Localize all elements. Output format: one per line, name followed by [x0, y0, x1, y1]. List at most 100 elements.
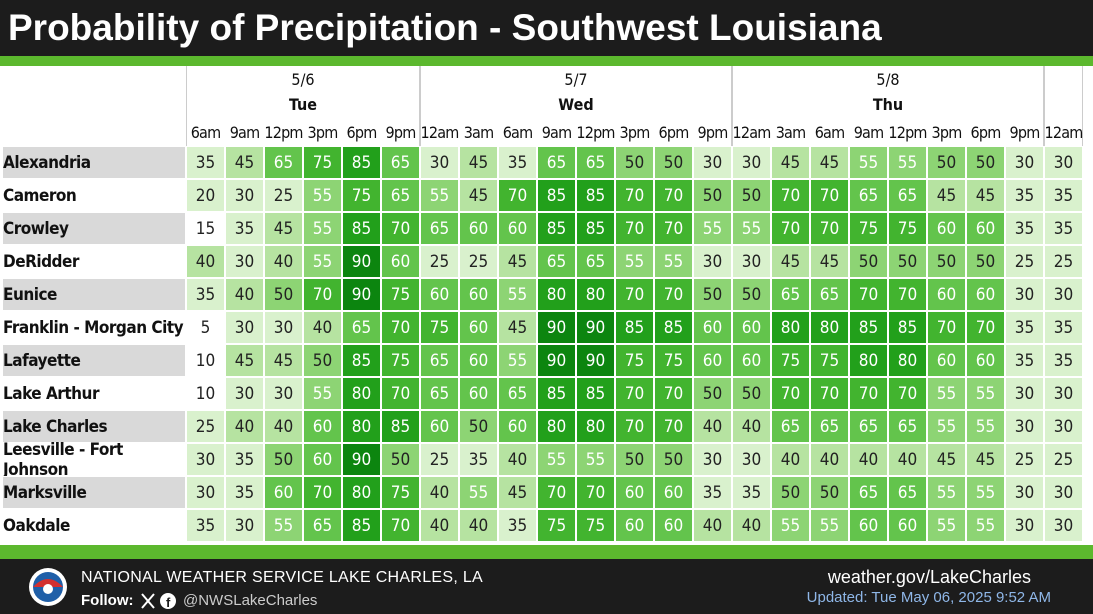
time: 3pm [619, 122, 651, 142]
pop-cell: 25 [420, 443, 459, 476]
pop-cell: 55 [537, 443, 576, 476]
pop-cell: 35 [693, 476, 732, 509]
svg-text:f: f [166, 595, 171, 610]
pop-cell: 85 [888, 311, 927, 344]
pop-cell: 85 [537, 179, 576, 212]
pop-cell: 70 [615, 377, 654, 410]
pop-cell: 25 [1005, 245, 1044, 278]
pop-cell: 70 [615, 212, 654, 245]
pop-cell: 90 [537, 344, 576, 377]
pop-cell: 65 [888, 179, 927, 212]
pop-cell: 80 [342, 476, 381, 509]
pop-cell: 70 [381, 212, 420, 245]
pop-cell: 70 [966, 311, 1005, 344]
pop-cell: 90 [342, 443, 381, 476]
pop-cell: 40 [849, 443, 888, 476]
pop-cell: 25 [1044, 245, 1083, 278]
pop-cell: 85 [342, 344, 381, 377]
pop-cell: 65 [888, 410, 927, 443]
pop-cell: 35 [225, 443, 264, 476]
pop-cell: 45 [771, 146, 810, 179]
pop-cell: 30 [420, 146, 459, 179]
pop-cell: 70 [615, 410, 654, 443]
pop-cell: 70 [303, 278, 342, 311]
weekday: Thu [872, 94, 904, 114]
updated: Updated: Tue May 06, 2025 9:52 AM [806, 589, 1051, 606]
pop-cell: 65 [849, 179, 888, 212]
pop-cell: 30 [1044, 410, 1083, 443]
pop-cell: 30 [1005, 377, 1044, 410]
pop-cell: 55 [732, 212, 771, 245]
pop-cell: 40 [186, 245, 225, 278]
pop-cell: 60 [927, 278, 966, 311]
pop-cell: 70 [654, 179, 693, 212]
pop-cell: 50 [927, 245, 966, 278]
pop-cell: 35 [186, 146, 225, 179]
pop-cell: 45 [498, 476, 537, 509]
website[interactable]: weather.gov/LakeCharles [827, 567, 1031, 587]
date: 5/6 [291, 69, 315, 89]
time: 9am [541, 122, 572, 142]
pop-cell: 50 [615, 443, 654, 476]
pop-cell: 40 [420, 509, 459, 542]
pop-cell: 80 [576, 410, 615, 443]
pop-cell: 55 [966, 476, 1005, 509]
pop-cell: 10 [186, 377, 225, 410]
pop-cell: 70 [537, 476, 576, 509]
pop-cell: 55 [810, 509, 849, 542]
pop-cell: 30 [225, 311, 264, 344]
pop-cell: 45 [498, 245, 537, 278]
pop-cell: 70 [849, 377, 888, 410]
pop-cell: 70 [381, 509, 420, 542]
pop-cell: 50 [966, 146, 1005, 179]
pop-cell: 30 [1044, 278, 1083, 311]
pop-cell: 30 [1044, 476, 1083, 509]
pop-cell: 65 [342, 311, 381, 344]
pop-cell: 35 [1044, 344, 1083, 377]
time: 3pm [931, 122, 963, 142]
pop-cell: 90 [576, 311, 615, 344]
handle[interactable]: @NWSLakeCharles [183, 592, 318, 609]
pop-cell: 50 [927, 146, 966, 179]
office-name: NATIONAL WEATHER SERVICE LAKE CHARLES, L… [81, 569, 484, 586]
pop-cell: 5 [186, 311, 225, 344]
title: Probability of Precipitation - Southwest… [8, 7, 882, 48]
pop-cell: 45 [225, 146, 264, 179]
pop-cell: 85 [381, 410, 420, 443]
pop-cell: 55 [927, 476, 966, 509]
pop-cell: 75 [888, 212, 927, 245]
pop-cell: 90 [537, 311, 576, 344]
pop-cell: 75 [381, 476, 420, 509]
pop-cell: 30 [186, 476, 225, 509]
pop-cell: 60 [732, 311, 771, 344]
pop-cell: 65 [420, 377, 459, 410]
pop-cell: 55 [303, 179, 342, 212]
pop-cell: 55 [927, 377, 966, 410]
pop-cell: 65 [498, 377, 537, 410]
time: 9am [853, 122, 884, 142]
pop-cell: 65 [771, 278, 810, 311]
pop-cell: 50 [810, 476, 849, 509]
pop-cell: 30 [693, 146, 732, 179]
pop-cell: 35 [1044, 179, 1083, 212]
pop-cell: 60 [849, 509, 888, 542]
time: 3pm [307, 122, 339, 142]
pop-cell: 70 [615, 278, 654, 311]
pop-cell: 60 [615, 476, 654, 509]
day-block [1044, 66, 1083, 146]
pop-cell: 35 [1044, 311, 1083, 344]
pop-cell: 50 [771, 476, 810, 509]
pop-cell: 40 [810, 443, 849, 476]
pop-cell: 55 [576, 443, 615, 476]
pop-cell: 80 [342, 377, 381, 410]
pop-cell: 35 [186, 509, 225, 542]
pop-cell: 30 [693, 245, 732, 278]
follow-label: Follow: [81, 592, 134, 609]
pop-cell: 30 [1044, 509, 1083, 542]
pop-cell: 70 [654, 278, 693, 311]
pop-cell: 70 [810, 212, 849, 245]
pop-cell: 85 [576, 179, 615, 212]
pop-cell: 70 [771, 212, 810, 245]
pop-cell: 65 [537, 245, 576, 278]
